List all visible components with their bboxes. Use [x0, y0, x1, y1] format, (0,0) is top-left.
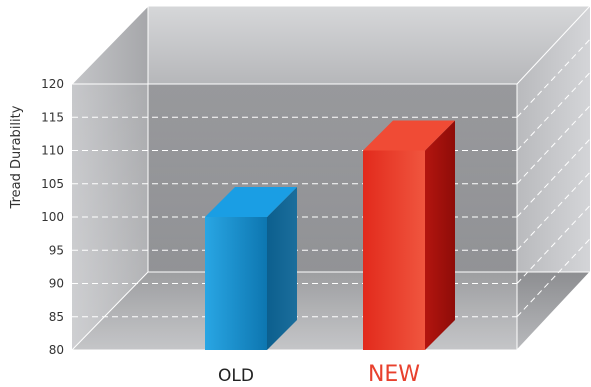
x-axis-labels: OLD NEW: [218, 362, 420, 387]
gridline-depth: [516, 238, 591, 318]
y-tick-label: 95: [49, 243, 64, 257]
bar-top: [363, 120, 455, 151]
gridline-depth: [516, 72, 591, 151]
gridline-depth: [516, 38, 591, 118]
y-tick-label: 120: [41, 77, 64, 91]
gridline-depth: [516, 171, 591, 251]
top-wall: [72, 6, 590, 84]
bars: [205, 120, 455, 350]
bar-side: [425, 120, 455, 350]
bar-front: [205, 217, 267, 350]
y-tick-label: 115: [41, 110, 64, 124]
y-axis-ticks: 80 85 90 95 100 105 110 115 120: [41, 77, 64, 357]
plot-box: [72, 6, 590, 350]
bar-old: [205, 187, 297, 350]
bar-side: [267, 187, 297, 350]
y-tick-label: 85: [49, 310, 64, 324]
bar-front: [363, 150, 425, 350]
y-tick-label: 110: [41, 144, 64, 158]
y-tick-label: 100: [41, 210, 64, 224]
box-edges: [71, 5, 591, 351]
category-label-old: OLD: [218, 366, 254, 386]
bar-top: [205, 187, 297, 217]
y-tick-label: 80: [49, 343, 64, 357]
bar-new: [363, 120, 455, 350]
gridline-depth: [516, 138, 591, 218]
y-axis-title: Tread Durability: [9, 105, 24, 209]
category-label-new: NEW: [368, 362, 420, 387]
gridline-depth: [516, 205, 591, 284]
y-tick-label: 90: [49, 277, 64, 291]
y-tick-label: 105: [41, 177, 64, 191]
gridline-depth: [516, 105, 591, 185]
